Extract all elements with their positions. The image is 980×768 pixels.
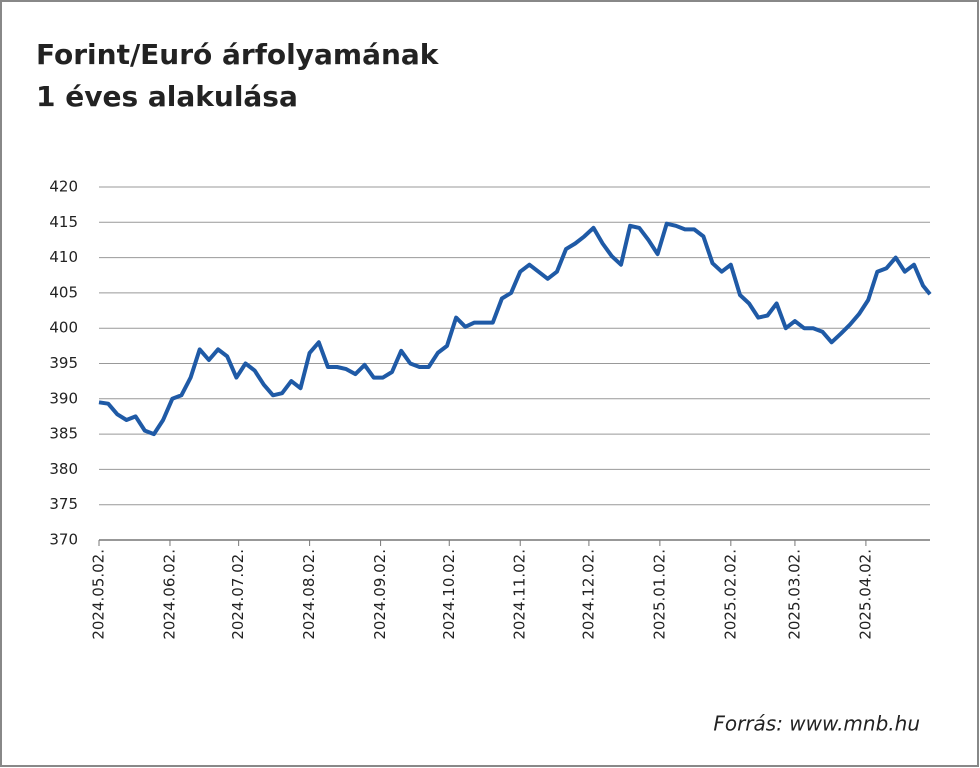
y-tick-label: 395 [49,354,78,372]
x-tick-label: 2025.01.02. [650,549,668,640]
y-tick-label: 405 [49,283,78,301]
x-tick-label: 2024.06.02. [160,549,178,640]
y-tick-label: 380 [49,460,78,478]
y-tick-label: 370 [49,531,78,549]
x-tick-label: 2024.07.02. [229,549,247,640]
x-tick-label: 2024.09.02. [371,549,389,640]
y-tick-label: 375 [49,495,78,513]
x-tick-label: 2025.04.02. [856,549,874,640]
x-tick-label: 2024.11.02. [511,549,529,640]
x-tick-label: 2024.05.02. [90,549,108,640]
y-tick-label: 385 [49,425,78,443]
chart-title: Forint/Euró árfolyamának [36,38,440,71]
y-tick-label: 400 [49,319,78,337]
y-tick-label: 410 [49,248,78,266]
x-tick-label: 2025.03.02. [785,549,803,640]
x-tick-label: 2024.12.02. [579,549,597,640]
x-tick-label: 2024.10.02. [440,549,458,640]
source: Forrás: www.mnb.hu [713,712,920,736]
y-tick-label: 390 [49,389,78,407]
x-tick-label: 2025.02.02. [721,549,739,640]
line [98,221,932,437]
y-tick-label: 415 [49,213,78,231]
chart-title: 1 éves alakulása [36,80,298,113]
x-tick-label: 2024.08.02. [300,549,318,640]
y-tick-label: 420 [49,178,78,196]
